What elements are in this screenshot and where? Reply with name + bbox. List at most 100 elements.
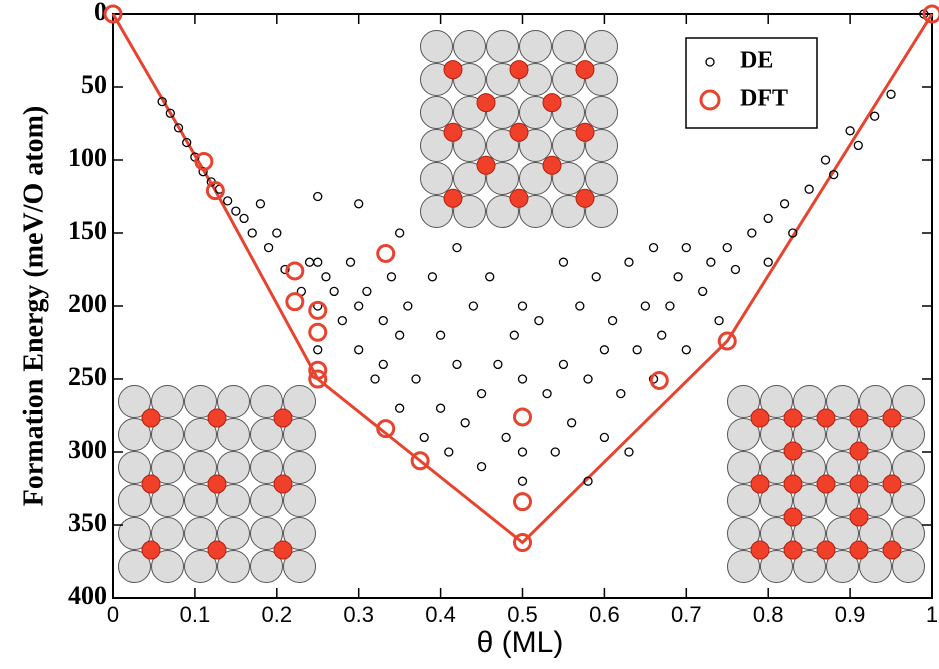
de-point <box>607 315 618 326</box>
de-point <box>624 257 634 267</box>
oxygen-atom <box>750 474 770 494</box>
oxygen-atom <box>141 540 161 560</box>
y-tick-label: 50 <box>81 70 107 99</box>
de-point <box>337 315 347 326</box>
de-point <box>263 242 274 253</box>
substrate-atom <box>283 517 316 550</box>
substrate-atom <box>184 385 217 418</box>
substrate-atom <box>585 96 618 129</box>
dft-point <box>308 300 328 320</box>
substrate-atom <box>420 129 453 162</box>
de-point <box>624 447 634 457</box>
de-point <box>378 359 388 370</box>
dft-point <box>285 292 305 312</box>
oxygen-atom <box>273 474 293 494</box>
oxygen-atom <box>849 441 869 461</box>
substrate-atom <box>453 195 486 228</box>
substrate-atom <box>420 96 453 129</box>
de-point <box>517 476 528 486</box>
de-point <box>599 345 610 355</box>
dft-point <box>103 4 123 24</box>
oxygen-atom <box>509 60 529 80</box>
substrate-atom <box>793 418 826 451</box>
de-point <box>427 272 438 282</box>
de-point <box>394 403 405 413</box>
oxygen-atom <box>783 540 803 560</box>
oxygen-atom <box>783 408 803 428</box>
oxygen-atom <box>575 188 595 208</box>
oxygen-atom <box>882 540 902 560</box>
de-point <box>542 388 552 399</box>
substrate-atom <box>727 550 760 583</box>
substrate-atom <box>826 418 859 451</box>
substrate-atom <box>118 451 151 484</box>
de-point <box>804 184 814 194</box>
dft-point <box>308 369 328 389</box>
substrate-atom <box>859 451 892 484</box>
oxygen-atom <box>509 122 529 142</box>
substrate-atom <box>892 484 925 517</box>
de-point <box>313 191 323 202</box>
de-point <box>452 242 462 253</box>
de-point <box>648 242 659 253</box>
substrate-atom <box>727 451 760 484</box>
de-point <box>321 272 331 282</box>
substrate-atom <box>727 385 760 418</box>
de-point <box>468 301 479 311</box>
y-tick-label: 200 <box>68 289 107 318</box>
substrate-atom <box>826 550 859 583</box>
substrate-atom <box>486 162 519 195</box>
substrate-atom <box>486 195 519 228</box>
oxygen-atom <box>207 474 227 494</box>
substrate-atom <box>283 418 316 451</box>
de-point <box>329 286 339 297</box>
de-point <box>247 228 257 238</box>
de-point <box>632 345 642 355</box>
oxygen-atom <box>816 540 836 560</box>
x-tick-label: 0.8 <box>753 602 784 627</box>
substrate-atom <box>585 129 618 162</box>
substrate-atom <box>793 385 826 418</box>
substrate-atom <box>453 30 486 63</box>
de-point <box>566 418 577 428</box>
substrate-atom <box>552 162 585 195</box>
de-point <box>394 330 405 340</box>
oxygen-atom <box>207 540 227 560</box>
y-tick-label: 150 <box>68 216 107 245</box>
de-point <box>313 345 323 355</box>
dft-point <box>922 4 939 24</box>
de-point <box>575 301 585 311</box>
substrate-atom <box>217 550 250 583</box>
substrate-atom <box>793 550 826 583</box>
de-point <box>501 432 511 443</box>
substrate-atom <box>793 517 826 550</box>
de-point <box>272 228 282 238</box>
de-point <box>239 213 249 224</box>
substrate-atom <box>250 517 283 550</box>
de-point <box>763 257 773 267</box>
de-point <box>665 301 675 311</box>
substrate-atom <box>760 484 793 517</box>
oxygen-atom <box>443 188 463 208</box>
dft-point <box>308 322 328 342</box>
substrate-atom <box>727 418 760 451</box>
dft-point <box>410 451 430 471</box>
oxygen-atom <box>443 122 463 142</box>
substrate-atom <box>859 418 892 451</box>
substrate-atom <box>859 484 892 517</box>
x-tick-label: 0.2 <box>262 602 293 627</box>
de-point <box>870 111 880 121</box>
de-point <box>403 301 413 311</box>
de-point <box>779 199 790 209</box>
oxygen-atom <box>816 474 836 494</box>
substrate-atom <box>486 30 519 63</box>
substrate-atom <box>420 30 453 63</box>
de-point <box>616 388 626 399</box>
substrate-atom <box>793 484 826 517</box>
oxygen-atom <box>509 188 529 208</box>
substrate-atom <box>585 195 618 228</box>
oxygen-atom <box>750 540 770 560</box>
de-point <box>706 257 716 267</box>
dft-point <box>717 331 737 351</box>
oxygen-atom <box>542 155 562 175</box>
